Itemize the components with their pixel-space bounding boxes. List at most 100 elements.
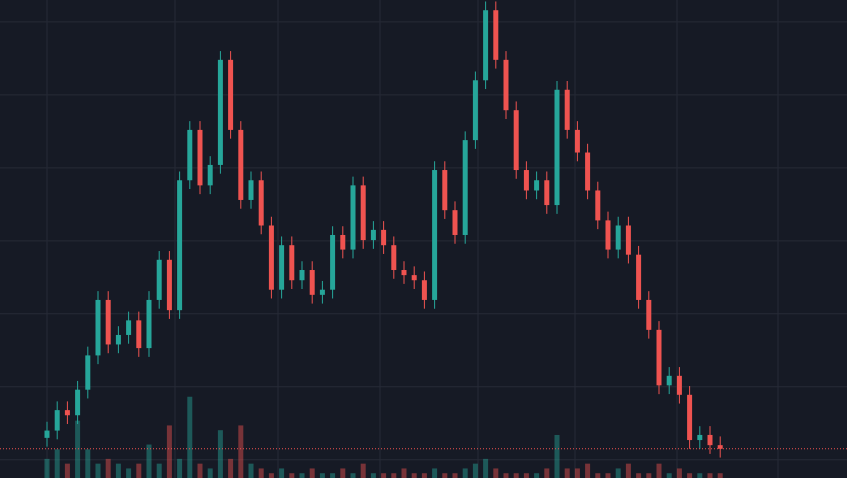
- volume-bar: [493, 468, 499, 478]
- candle-body: [105, 299, 111, 345]
- volume-bar: [248, 463, 254, 478]
- volume-bar: [228, 458, 234, 478]
- candle-body: [370, 229, 376, 241]
- volume-bar: [279, 468, 285, 478]
- candle-body: [615, 225, 621, 250]
- volume-bar: [483, 458, 489, 478]
- candle-body: [177, 180, 183, 311]
- volume-bar: [309, 468, 315, 478]
- volume-bar: [136, 463, 142, 478]
- volume-bar: [656, 463, 662, 478]
- volume-bar: [707, 473, 713, 478]
- candle-body: [340, 234, 346, 250]
- candle-body: [452, 210, 458, 235]
- volume-bar: [625, 463, 631, 478]
- volume-bar: [370, 473, 376, 478]
- volume-bar: [299, 473, 305, 478]
- candle-body: [391, 245, 397, 271]
- volume-bar: [554, 434, 560, 478]
- candle-body: [238, 129, 244, 200]
- candle-body: [636, 254, 642, 300]
- candle-body: [666, 375, 672, 386]
- volume-bar: [177, 458, 183, 478]
- volume-bar: [197, 463, 203, 478]
- volume-bar: [391, 473, 397, 478]
- volume-bar: [289, 473, 295, 478]
- candle-body: [595, 190, 601, 221]
- candle-body: [85, 355, 91, 390]
- volume-bar: [421, 473, 427, 478]
- volume-bar: [544, 468, 550, 478]
- candle-body: [544, 180, 550, 206]
- volume-bar: [330, 473, 336, 478]
- candle-body: [625, 225, 631, 255]
- volume-bar: [340, 468, 346, 478]
- candle-body: [605, 220, 611, 250]
- volume-bar: [85, 449, 91, 478]
- volume-bar: [697, 473, 703, 478]
- candle-body: [646, 299, 652, 330]
- candle-body: [309, 270, 315, 295]
- volume-bar: [595, 473, 601, 478]
- volume-bar: [381, 473, 387, 478]
- volume-bar: [217, 430, 223, 478]
- candle-body: [279, 245, 285, 290]
- volume-bar: [238, 425, 244, 478]
- candle-body: [330, 234, 336, 290]
- candle-body: [656, 329, 662, 386]
- candle-body: [289, 245, 295, 281]
- volume-bar: [452, 473, 458, 478]
- candle-body: [136, 320, 142, 349]
- volume-bar: [105, 458, 111, 478]
- volume-bar: [319, 473, 325, 478]
- candle-body: [554, 89, 560, 206]
- volume-bar: [636, 473, 642, 478]
- candle-body: [493, 10, 499, 60]
- volume-bar: [146, 444, 152, 478]
- volume-bar: [156, 463, 162, 478]
- volume-bar: [574, 468, 580, 478]
- volume-bar: [615, 468, 621, 478]
- candle-body: [442, 170, 448, 211]
- candle-body: [523, 170, 529, 191]
- volume-bar: [432, 468, 438, 478]
- candle-body: [115, 334, 121, 345]
- volume-bar: [585, 463, 591, 478]
- candle-body: [513, 110, 519, 171]
- volume-bar: [401, 468, 407, 478]
- candle-body: [687, 394, 693, 441]
- candle-body: [503, 59, 509, 111]
- candle-body: [462, 140, 468, 235]
- candle-body: [126, 320, 132, 335]
- candle-body: [717, 445, 723, 449]
- volume-bar: [503, 473, 509, 478]
- candle-body: [574, 129, 580, 153]
- candle-body: [350, 185, 356, 250]
- volume-bar: [126, 468, 132, 478]
- candle-body: [564, 89, 570, 130]
- candle-body: [217, 59, 223, 165]
- volume-bar: [534, 473, 540, 478]
- candle-body: [44, 430, 50, 438]
- volume-bar: [687, 473, 693, 478]
- volume-bar: [513, 473, 519, 478]
- volume-bar: [95, 463, 101, 478]
- candle-body: [268, 225, 274, 290]
- candle-body: [707, 434, 713, 446]
- candle-body: [228, 59, 234, 130]
- candle-body: [381, 229, 387, 246]
- volume-bar: [187, 396, 193, 478]
- volume-bar: [166, 425, 172, 478]
- candle-body: [166, 259, 172, 311]
- volume-bar: [54, 449, 60, 478]
- candle-body: [207, 164, 213, 186]
- candle-body: [156, 259, 162, 300]
- candle-body: [483, 10, 489, 81]
- candle-body: [319, 289, 325, 295]
- volume-bar: [268, 473, 274, 478]
- candle-body: [258, 180, 264, 226]
- candle-body: [146, 299, 152, 349]
- volume-bar: [207, 468, 213, 478]
- candle-body: [75, 389, 81, 416]
- candle-body: [64, 410, 70, 416]
